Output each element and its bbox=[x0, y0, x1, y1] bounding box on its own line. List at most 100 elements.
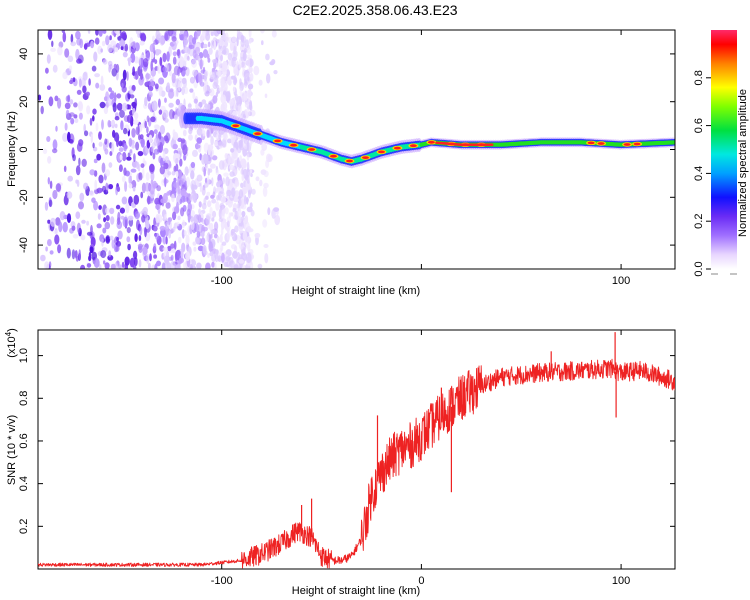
noise-speckle bbox=[263, 182, 269, 189]
noise-speckle bbox=[230, 148, 235, 153]
noise-speckle bbox=[191, 58, 198, 68]
noise-speckle bbox=[90, 133, 94, 144]
noise-speckle bbox=[196, 137, 202, 144]
noise-speckle bbox=[175, 264, 182, 269]
noise-speckle bbox=[230, 228, 236, 234]
noise-speckle bbox=[220, 227, 224, 236]
noise-speckle bbox=[201, 187, 206, 196]
noise-speckle bbox=[121, 261, 125, 268]
ridge-peak bbox=[597, 142, 605, 145]
noise-speckle bbox=[222, 69, 228, 76]
noise-speckle bbox=[153, 217, 157, 228]
noise-speckle bbox=[150, 146, 154, 153]
noise-speckle bbox=[160, 228, 166, 238]
ridge-peak bbox=[393, 146, 401, 150]
noise-speckle bbox=[62, 221, 68, 233]
noise-speckle bbox=[202, 245, 207, 254]
noise-speckle bbox=[205, 31, 211, 41]
noise-speckle bbox=[242, 230, 248, 241]
noise-speckle bbox=[162, 109, 169, 119]
noise-speckle bbox=[86, 105, 91, 115]
noise-speckle bbox=[129, 149, 133, 154]
noise-speckle bbox=[155, 30, 160, 41]
noise-speckle bbox=[153, 254, 158, 259]
noise-speckle bbox=[212, 191, 216, 198]
noise-speckle bbox=[177, 186, 181, 195]
noise-speckle bbox=[159, 166, 165, 175]
noise-speckle bbox=[52, 189, 58, 200]
noise-speckle bbox=[116, 93, 122, 99]
noise-speckle bbox=[137, 151, 144, 157]
noise-speckle bbox=[172, 56, 177, 65]
noise-speckle bbox=[75, 165, 81, 176]
colorbar-tick-label: 0.6 bbox=[693, 118, 705, 133]
noise-speckle bbox=[217, 72, 222, 77]
noise-speckle bbox=[102, 59, 108, 65]
noise-speckle bbox=[254, 232, 261, 239]
noise-speckle bbox=[65, 109, 70, 118]
ridge-peak bbox=[427, 140, 435, 144]
noise-speckle bbox=[176, 221, 180, 227]
noise-speckle bbox=[149, 253, 152, 262]
ridge-peak bbox=[274, 139, 282, 143]
noise-speckle bbox=[158, 109, 163, 115]
snr-series bbox=[38, 332, 675, 569]
noise-speckle bbox=[103, 106, 109, 115]
colorbar-tick-label: 0.4 bbox=[693, 166, 705, 181]
noise-speckle bbox=[169, 88, 174, 93]
noise-speckle bbox=[68, 65, 73, 72]
noise-speckle bbox=[253, 65, 260, 76]
noise-speckle bbox=[201, 99, 207, 105]
noise-speckle bbox=[190, 210, 196, 217]
noise-speckle bbox=[185, 234, 190, 245]
ridge-peak bbox=[290, 143, 298, 147]
noise-speckle bbox=[168, 217, 173, 222]
bottom-y-tick-label: 0.6 bbox=[18, 433, 30, 448]
noise-speckle bbox=[121, 175, 126, 183]
top-x-tick-label: -100 bbox=[211, 275, 233, 287]
noise-speckle bbox=[246, 235, 251, 242]
noise-speckle bbox=[234, 159, 239, 170]
noise-speckle bbox=[188, 128, 193, 135]
noise-speckle bbox=[128, 183, 133, 189]
noise-speckle bbox=[111, 239, 115, 249]
top-y-tick-label: 0 bbox=[18, 146, 30, 152]
noise-speckle bbox=[267, 207, 271, 216]
noise-speckle bbox=[54, 95, 59, 102]
noise-speckle bbox=[173, 114, 178, 120]
noise-speckle bbox=[42, 148, 48, 155]
noise-speckle bbox=[215, 201, 220, 211]
noise-speckle bbox=[104, 138, 108, 145]
noise-speckle bbox=[188, 44, 195, 49]
noise-speckle bbox=[184, 166, 189, 176]
snr-frame bbox=[37, 329, 676, 570]
noise-speckle bbox=[59, 211, 66, 221]
noise-speckle bbox=[223, 101, 228, 110]
noise-speckle bbox=[251, 188, 256, 195]
noise-speckle bbox=[153, 148, 160, 155]
noise-speckle bbox=[190, 170, 195, 180]
noise-speckle bbox=[189, 76, 195, 84]
noise-speckle bbox=[264, 93, 268, 99]
noise-speckle bbox=[100, 75, 104, 86]
noise-speckle bbox=[78, 112, 83, 120]
noise-speckle bbox=[229, 164, 235, 171]
noise-speckle bbox=[239, 155, 243, 162]
noise-speckle bbox=[137, 125, 140, 135]
noise-speckle bbox=[216, 30, 223, 35]
noise-speckle bbox=[183, 230, 187, 237]
noise-speckle bbox=[62, 132, 68, 142]
noise-speckle bbox=[95, 82, 100, 89]
noise-speckle bbox=[176, 88, 179, 97]
noise-speckle bbox=[158, 85, 163, 97]
noise-speckle bbox=[260, 149, 265, 156]
noise-speckle bbox=[210, 136, 214, 146]
noise-speckle bbox=[226, 138, 232, 144]
noise-speckle bbox=[224, 153, 228, 160]
noise-speckle bbox=[144, 182, 151, 192]
noise-speckle bbox=[204, 182, 209, 188]
noise-speckle bbox=[78, 54, 84, 64]
noise-speckle bbox=[183, 30, 188, 41]
noise-speckle bbox=[234, 179, 239, 186]
noise-speckle bbox=[120, 215, 125, 220]
